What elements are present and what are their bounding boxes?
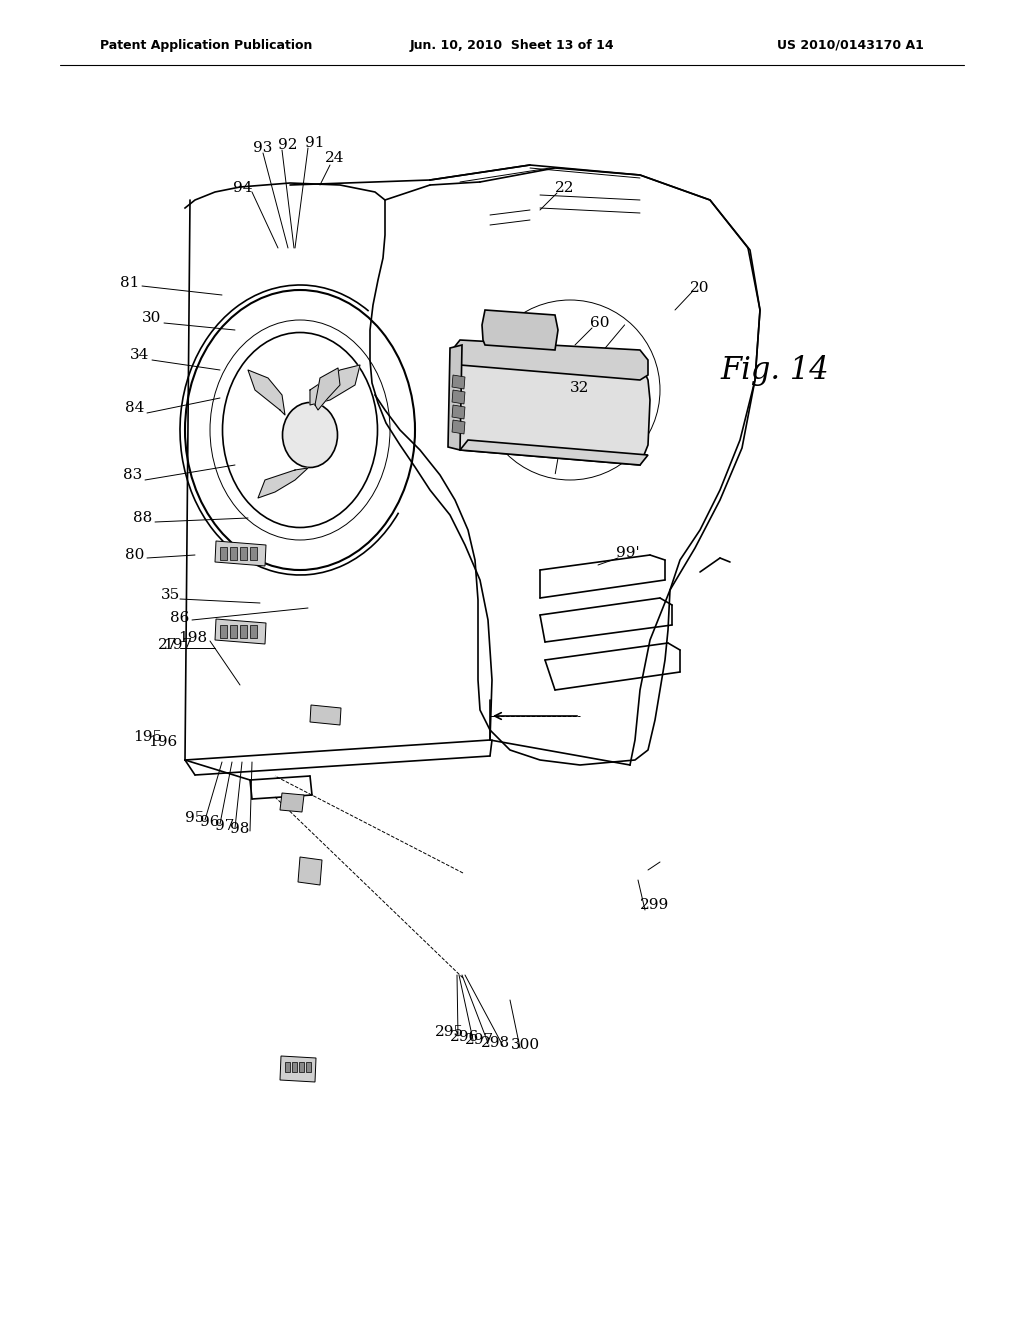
Text: 81: 81 <box>120 276 139 290</box>
Text: 30: 30 <box>142 312 162 325</box>
Polygon shape <box>452 341 648 380</box>
Text: 84: 84 <box>125 401 144 414</box>
Ellipse shape <box>283 403 338 467</box>
Polygon shape <box>230 546 237 560</box>
Text: 195: 195 <box>133 730 163 744</box>
Polygon shape <box>460 440 648 465</box>
Polygon shape <box>452 375 465 389</box>
Text: 298: 298 <box>480 1036 510 1049</box>
Text: 93: 93 <box>253 141 272 154</box>
Text: 22: 22 <box>555 181 574 195</box>
Text: 300: 300 <box>510 1038 540 1052</box>
Text: 295: 295 <box>435 1026 465 1039</box>
Polygon shape <box>306 1063 311 1072</box>
Text: 95: 95 <box>185 810 205 825</box>
Polygon shape <box>258 469 308 498</box>
Polygon shape <box>215 619 266 644</box>
Polygon shape <box>248 370 285 414</box>
Text: 99': 99' <box>616 546 640 560</box>
Text: 296: 296 <box>451 1030 479 1044</box>
Polygon shape <box>215 541 266 566</box>
Text: Patent Application Publication: Patent Application Publication <box>100 38 312 51</box>
Text: Fig. 14: Fig. 14 <box>720 355 828 385</box>
Polygon shape <box>449 345 462 450</box>
Polygon shape <box>452 420 465 434</box>
Polygon shape <box>280 793 304 812</box>
Text: 92: 92 <box>279 139 298 152</box>
Polygon shape <box>482 310 558 350</box>
Text: 197: 197 <box>164 638 193 652</box>
Polygon shape <box>240 624 247 638</box>
Polygon shape <box>220 546 227 560</box>
Text: 20: 20 <box>690 281 710 294</box>
Text: 299: 299 <box>640 898 670 912</box>
Text: 97: 97 <box>215 818 234 833</box>
Text: 86: 86 <box>170 611 189 624</box>
Polygon shape <box>285 1063 290 1072</box>
Text: 98: 98 <box>230 822 250 836</box>
Polygon shape <box>452 405 465 418</box>
Text: 34: 34 <box>130 348 150 362</box>
Text: 27: 27 <box>159 638 178 652</box>
Text: 88: 88 <box>133 511 153 525</box>
Text: Jun. 10, 2010  Sheet 13 of 14: Jun. 10, 2010 Sheet 13 of 14 <box>410 38 614 51</box>
Polygon shape <box>250 546 257 560</box>
Text: 24: 24 <box>326 150 345 165</box>
Text: 96: 96 <box>201 814 220 829</box>
Text: 35: 35 <box>161 587 179 602</box>
Text: 83: 83 <box>123 469 142 482</box>
Polygon shape <box>299 1063 304 1072</box>
Polygon shape <box>450 345 650 465</box>
Polygon shape <box>292 1063 297 1072</box>
Text: 91: 91 <box>305 136 325 150</box>
Polygon shape <box>250 624 257 638</box>
Polygon shape <box>298 857 322 884</box>
Text: 60: 60 <box>590 315 609 330</box>
Polygon shape <box>315 368 340 411</box>
Text: 297: 297 <box>466 1034 495 1047</box>
Polygon shape <box>310 366 360 405</box>
Polygon shape <box>240 546 247 560</box>
Text: 196: 196 <box>148 735 177 748</box>
Text: 32: 32 <box>570 381 590 395</box>
Text: 198: 198 <box>178 631 208 645</box>
Polygon shape <box>280 1056 316 1082</box>
Text: 80: 80 <box>125 548 144 562</box>
Polygon shape <box>220 624 227 638</box>
Polygon shape <box>452 389 465 404</box>
Polygon shape <box>230 624 237 638</box>
Text: 94: 94 <box>233 181 253 195</box>
Text: US 2010/0143170 A1: US 2010/0143170 A1 <box>777 38 924 51</box>
Polygon shape <box>310 705 341 725</box>
